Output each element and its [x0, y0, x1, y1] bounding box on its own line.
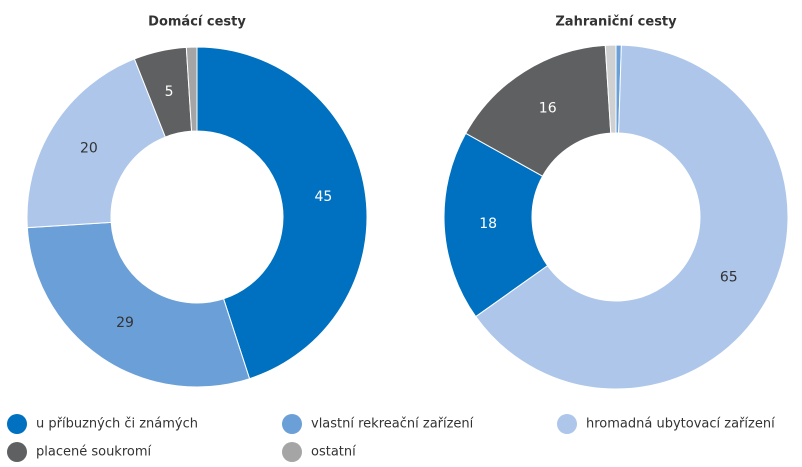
donut-slice: [185, 46, 198, 132]
data-label: 45: [315, 189, 333, 205]
legend-label: u příbuzných či známých: [36, 417, 198, 432]
data-label: 18: [479, 216, 497, 232]
data-label: 29: [116, 315, 134, 331]
donut-slice: [475, 44, 789, 390]
legend-label: placené soukromí: [36, 445, 152, 460]
legend-swatch: [557, 414, 577, 434]
legend-swatch: [282, 442, 302, 462]
legend-label: ostatní: [311, 445, 356, 460]
donut-slice: [26, 58, 166, 229]
donut-slice: [196, 46, 368, 380]
data-label: 5: [165, 84, 174, 100]
legend-swatch: [7, 442, 27, 462]
data-label: 20: [80, 140, 98, 156]
legend-label: vlastní rekreační zařízení: [311, 417, 474, 432]
donut-slice: [26, 221, 251, 388]
legend-swatch: [7, 414, 27, 434]
data-label: 16: [539, 101, 557, 117]
donut-slice: [443, 132, 549, 318]
legend-swatch: [282, 414, 302, 434]
chart-title: Zahraniční cesty: [555, 15, 677, 30]
legend-label: hromadná ubytovací zařízení: [586, 417, 775, 432]
data-label: 65: [720, 270, 738, 286]
chart-title: Domácí cesty: [148, 15, 246, 30]
donut-slice: [604, 44, 617, 134]
